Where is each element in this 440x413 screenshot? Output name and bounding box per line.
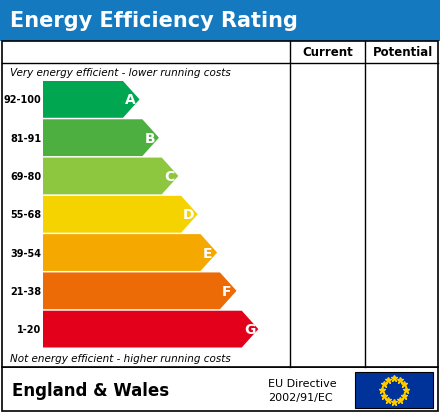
Polygon shape <box>43 82 139 119</box>
Bar <box>2 367 438 411</box>
Text: G: G <box>244 322 255 336</box>
Polygon shape <box>43 158 178 195</box>
Text: 69-80: 69-80 <box>10 171 41 182</box>
Text: A: A <box>125 93 136 107</box>
Bar <box>0 0 440 42</box>
Polygon shape <box>43 273 237 309</box>
Polygon shape <box>43 197 198 233</box>
Text: 92-100: 92-100 <box>3 95 41 105</box>
Polygon shape <box>43 235 217 271</box>
Polygon shape <box>43 120 159 157</box>
Text: EU Directive
2002/91/EC: EU Directive 2002/91/EC <box>268 378 337 402</box>
Text: Energy Efficiency Rating: Energy Efficiency Rating <box>10 11 298 31</box>
Text: Current: Current <box>302 46 353 59</box>
Text: 81-91: 81-91 <box>10 133 41 143</box>
Text: 1-20: 1-20 <box>17 324 41 334</box>
Bar <box>355 372 433 408</box>
Text: 55-68: 55-68 <box>10 210 41 220</box>
Text: D: D <box>183 208 194 222</box>
Text: E: E <box>202 246 212 260</box>
Text: F: F <box>222 284 231 298</box>
Text: Not energy efficient - higher running costs: Not energy efficient - higher running co… <box>10 353 231 363</box>
Polygon shape <box>43 311 258 348</box>
Text: 39-54: 39-54 <box>10 248 41 258</box>
Bar <box>2 42 438 367</box>
Text: Potential: Potential <box>373 46 433 59</box>
Text: B: B <box>144 131 155 145</box>
Text: Very energy efficient - lower running costs: Very energy efficient - lower running co… <box>10 68 231 78</box>
Text: C: C <box>164 170 174 183</box>
Text: England & Wales: England & Wales <box>12 381 169 399</box>
Text: 21-38: 21-38 <box>10 286 41 296</box>
